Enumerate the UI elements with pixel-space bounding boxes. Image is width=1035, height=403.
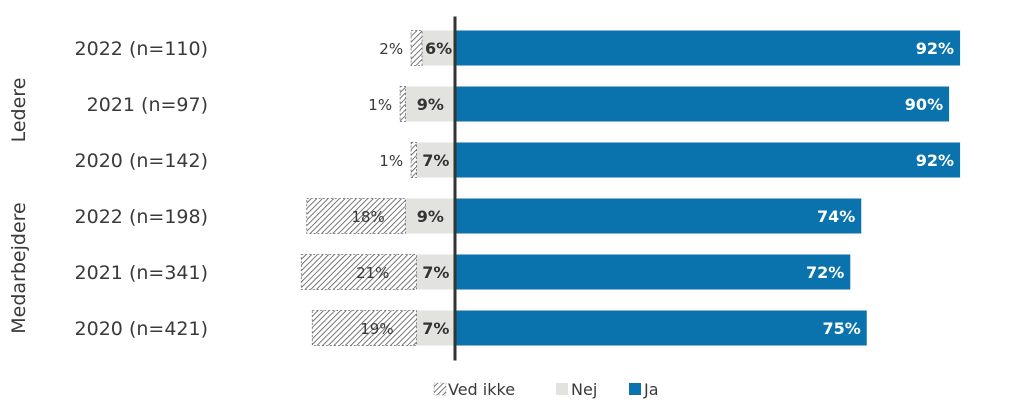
ved-ikke-value-label: 1%: [379, 152, 403, 170]
nej-value-label: 9%: [417, 207, 444, 226]
ved-ikke-value-label: 1%: [368, 96, 392, 114]
legend-swatch-ved-ikke: [433, 382, 447, 396]
ved-ikke-value-label: 2%: [379, 40, 403, 58]
legend-swatch-ja: [629, 383, 641, 395]
ja-value-label: 74%: [817, 207, 855, 226]
ja-value-label: 72%: [806, 263, 844, 282]
legend-label-nej: Nej: [571, 380, 597, 399]
ja-value-label: 75%: [822, 319, 860, 338]
ved-ikke-value-label: 19%: [360, 320, 393, 338]
ved-ikke-bar-row-1: [399, 86, 406, 122]
ja-bar-row-0: [455, 30, 961, 66]
legend-label-ved-ikke: Ved ikke: [448, 380, 515, 399]
ved-ikke-value-label: 18%: [351, 208, 384, 226]
nej-bar-row-1: [405, 86, 455, 122]
category-label: 2021 (n=97): [87, 94, 208, 116]
ja-value-label: 90%: [905, 95, 943, 114]
nej-bar-row-4: [416, 254, 455, 290]
group-label: Ledere: [8, 78, 30, 143]
ja-bar-row-2: [455, 142, 961, 178]
category-label: 2021 (n=341): [75, 262, 208, 284]
category-label: 2020 (n=421): [75, 318, 208, 340]
nej-bar-row-3: [405, 198, 455, 234]
ved-ikke-value-label: 21%: [356, 264, 389, 282]
ja-bar-row-5: [455, 310, 867, 346]
category-label: 2022 (n=198): [75, 206, 208, 228]
ja-bar-row-3: [455, 198, 862, 234]
ved-ikke-bar-row-5: [311, 310, 417, 346]
ja-bar-row-4: [455, 254, 851, 290]
nej-value-label: 6%: [425, 39, 452, 58]
ja-bar-row-1: [455, 86, 950, 122]
nej-value-label: 9%: [417, 95, 444, 114]
nej-bar-row-0: [422, 30, 455, 66]
ved-ikke-bar-row-4: [300, 254, 417, 290]
category-label: 2022 (n=110): [75, 38, 208, 60]
ja-value-label: 92%: [916, 39, 954, 58]
legend-label-ja: Ja: [643, 380, 659, 399]
legend-swatch-nej: [556, 383, 568, 395]
category-label: 2020 (n=142): [75, 150, 208, 172]
ved-ikke-bar-row-0: [410, 30, 423, 66]
nej-value-label: 7%: [422, 319, 449, 338]
nej-value-label: 7%: [422, 263, 449, 282]
nej-bar-row-5: [416, 310, 455, 346]
nej-bar-row-2: [416, 142, 455, 178]
nej-value-label: 7%: [422, 151, 449, 170]
ved-ikke-bar-row-3: [306, 198, 406, 234]
ved-ikke-bar-row-2: [410, 142, 417, 178]
ja-value-label: 92%: [916, 151, 954, 170]
group-label: Medarbejdere: [8, 202, 30, 333]
